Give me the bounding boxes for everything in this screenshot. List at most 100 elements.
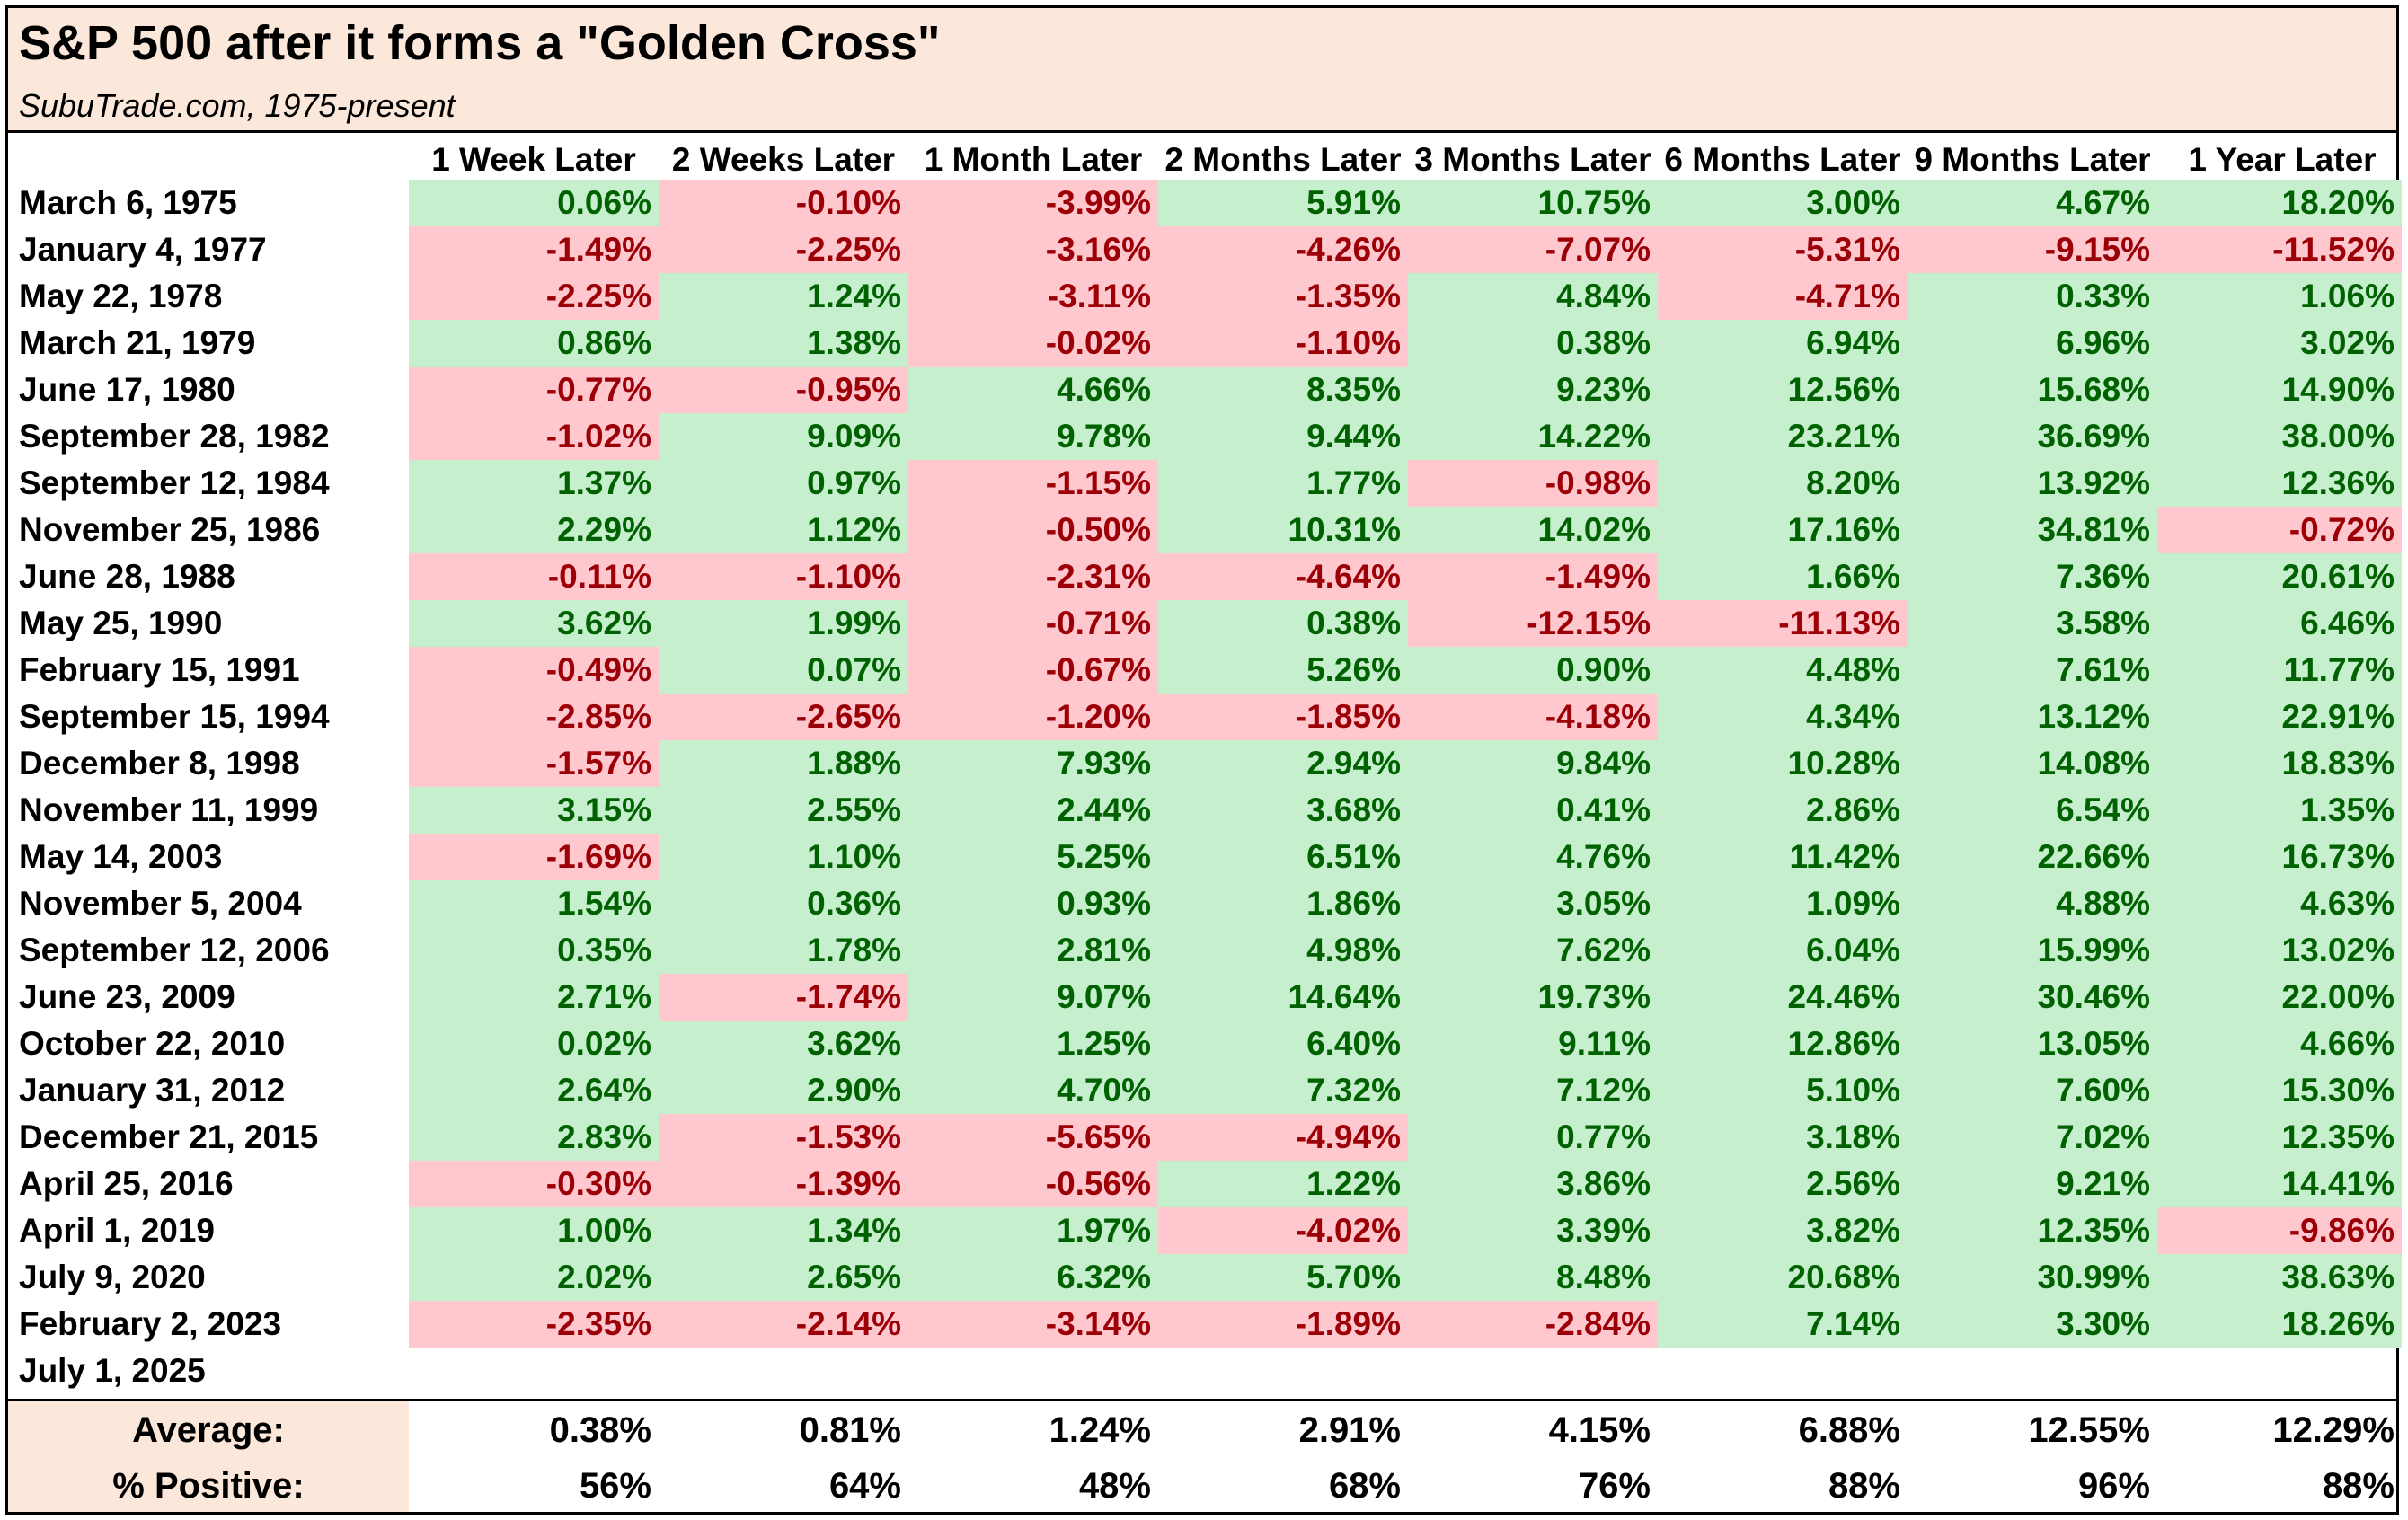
table-cell: 18.20% xyxy=(2157,180,2402,226)
row-date-label: April 25, 2016 xyxy=(19,1165,234,1202)
table-cell: 3.68% xyxy=(1158,787,1408,834)
table-cell: 6.54% xyxy=(1908,787,2157,834)
column-header: 1 Month Later xyxy=(924,141,1143,178)
table-cell: 10.31% xyxy=(1158,507,1408,553)
table-cell: -1.57% xyxy=(409,740,659,787)
table-cell: 7.93% xyxy=(908,740,1158,787)
table-cell: -1.49% xyxy=(1408,553,1658,600)
summary-cell: 1.24% xyxy=(1049,1410,1151,1450)
table-cell: 7.60% xyxy=(1908,1067,2157,1114)
table-cell: 0.97% xyxy=(659,460,908,507)
table-cell: 3.15% xyxy=(409,787,659,834)
table-cell: 1.25% xyxy=(908,1021,1158,1067)
summary-section: Average: 0.38% 0.81% 1.24% 2.91% 4.15% 6.88% 12… xyxy=(8,1399,2396,1512)
table-cell: 12.35% xyxy=(1908,1207,2157,1254)
table-cell: -4.02% xyxy=(1158,1207,1408,1254)
table-cell: 15.68% xyxy=(1908,367,2157,413)
table-cell: 6.04% xyxy=(1658,927,1908,974)
table-cell: 0.38% xyxy=(1158,600,1408,647)
table-cell: 0.93% xyxy=(908,880,1158,927)
table-cell: 5.25% xyxy=(908,834,1158,880)
table-cell: 1.24% xyxy=(659,273,908,320)
summary-cell: 6.88% xyxy=(1798,1410,1900,1450)
table-cell: -4.94% xyxy=(1158,1114,1408,1161)
table-cell: 2.55% xyxy=(659,787,908,834)
table-cell: 5.70% xyxy=(1158,1254,1408,1301)
table-cell: 1.97% xyxy=(908,1207,1158,1254)
table-cell: 1.34% xyxy=(659,1207,908,1254)
row-date-label: July 9, 2020 xyxy=(19,1259,206,1295)
table-cell: 7.32% xyxy=(1158,1067,1408,1114)
table-cell: 14.41% xyxy=(2157,1161,2402,1207)
summary-cell: 4.15% xyxy=(1548,1410,1651,1450)
table-frame: S&P 500 after it forms a "Golden Cross" … xyxy=(5,5,2402,1515)
row-date-label: February 2, 2023 xyxy=(19,1305,282,1342)
table-cell: 9.07% xyxy=(908,974,1158,1021)
table-cell: 22.00% xyxy=(2157,974,2402,1021)
table-cell: 9.11% xyxy=(1408,1021,1658,1067)
table-cell: -1.10% xyxy=(659,553,908,600)
table-cell: 1.86% xyxy=(1158,880,1408,927)
table-cell: -4.18% xyxy=(1408,694,1658,740)
table-cell: 9.21% xyxy=(1908,1161,2157,1207)
table-cell: 7.61% xyxy=(1908,647,2157,694)
table-cell: 11.42% xyxy=(1658,834,1908,880)
table-cell: 4.70% xyxy=(908,1067,1158,1114)
summary-cell: 56% xyxy=(579,1466,651,1506)
table-cell: 1.88% xyxy=(659,740,908,787)
table-cell: 2.90% xyxy=(659,1067,908,1114)
table-cell: 4.98% xyxy=(1158,927,1408,974)
table-cell: 1.06% xyxy=(2157,273,2402,320)
table-cell: 2.56% xyxy=(1658,1161,1908,1207)
table-cell: -4.26% xyxy=(1158,226,1408,273)
table-cell: 3.86% xyxy=(1408,1161,1658,1207)
table-cell: -2.84% xyxy=(1408,1301,1658,1348)
table-cell: 3.62% xyxy=(409,600,659,647)
table-cell: 10.75% xyxy=(1408,180,1658,226)
summary-cell: 12.29% xyxy=(2272,1410,2395,1450)
table-cell: 0.86% xyxy=(409,320,659,367)
column-header: 3 Months Later xyxy=(1414,141,1651,178)
table-cell: 3.18% xyxy=(1658,1114,1908,1161)
summary-label: % Positive: xyxy=(112,1466,305,1506)
column-header: 2 Months Later xyxy=(1164,141,1402,178)
table-cell: 6.32% xyxy=(908,1254,1158,1301)
table-cell: 3.05% xyxy=(1408,880,1658,927)
table-cell: 12.56% xyxy=(1658,367,1908,413)
table-cell: -5.31% xyxy=(1658,226,1908,273)
summary-cell: 48% xyxy=(1078,1466,1151,1506)
table-cell: 3.02% xyxy=(2157,320,2402,367)
table-cell: 7.14% xyxy=(1658,1301,1908,1348)
table-cell: 1.12% xyxy=(659,507,908,553)
table-cell: 4.34% xyxy=(1658,694,1908,740)
table-cell: -1.15% xyxy=(908,460,1158,507)
row-date-label: February 15, 1991 xyxy=(19,651,300,688)
table-cell: 8.35% xyxy=(1158,367,1408,413)
table-cell: -1.53% xyxy=(659,1114,908,1161)
table-cell: 20.68% xyxy=(1658,1254,1908,1301)
table-cell: 2.29% xyxy=(409,507,659,553)
column-header: 1 Year Later xyxy=(2188,141,2377,178)
table-cell: 13.12% xyxy=(1908,694,2157,740)
table-cell: -12.15% xyxy=(1408,600,1658,647)
table-header: S&P 500 after it forms a "Golden Cross" … xyxy=(8,8,2396,133)
table-cell: 23.21% xyxy=(1658,413,1908,460)
table-cell: 15.30% xyxy=(2157,1067,2402,1114)
table-cell: 11.77% xyxy=(2157,647,2402,694)
table-cell: 4.63% xyxy=(2157,880,2402,927)
summary-cell: 0.81% xyxy=(799,1410,901,1450)
summary-cell: 96% xyxy=(2077,1466,2150,1506)
table-cell: 18.83% xyxy=(2157,740,2402,787)
table-cell: -2.25% xyxy=(659,226,908,273)
table-cell: 12.36% xyxy=(2157,460,2402,507)
table-cell: 0.90% xyxy=(1408,647,1658,694)
row-date-label: October 22, 2010 xyxy=(19,1025,286,1062)
table-cell: -3.99% xyxy=(908,180,1158,226)
table-cell: 6.51% xyxy=(1158,834,1408,880)
table-cell: 7.02% xyxy=(1908,1114,2157,1161)
table-cell: 2.94% xyxy=(1158,740,1408,787)
table-cell: 1.37% xyxy=(409,460,659,507)
table-cell: 22.91% xyxy=(2157,694,2402,740)
row-date-label: June 28, 1988 xyxy=(19,558,235,595)
table-cell: -0.77% xyxy=(409,367,659,413)
